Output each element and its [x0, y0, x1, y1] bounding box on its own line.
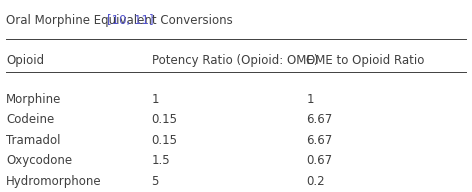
Text: 0.2: 0.2 — [306, 175, 325, 188]
Text: Oral Morphine Equivalent Conversions: Oral Morphine Equivalent Conversions — [6, 14, 236, 27]
Text: 6.67: 6.67 — [306, 134, 333, 147]
Text: 0.67: 0.67 — [306, 154, 332, 167]
Text: OME to Opioid Ratio: OME to Opioid Ratio — [306, 54, 425, 67]
Text: 1: 1 — [152, 93, 159, 106]
Text: 1.5: 1.5 — [152, 154, 170, 167]
Text: 0.15: 0.15 — [152, 113, 177, 126]
Text: Tramadol: Tramadol — [6, 134, 60, 147]
Text: Hydromorphone: Hydromorphone — [6, 175, 101, 188]
Text: Morphine: Morphine — [6, 93, 61, 106]
Text: 0.15: 0.15 — [152, 134, 177, 147]
Text: Codeine: Codeine — [6, 113, 54, 126]
Text: Oxycodone: Oxycodone — [6, 154, 72, 167]
Text: 6.67: 6.67 — [306, 113, 333, 126]
Text: Opioid: Opioid — [6, 54, 44, 67]
Text: Potency Ratio (Opioid: OME): Potency Ratio (Opioid: OME) — [152, 54, 318, 67]
Text: 1: 1 — [306, 93, 314, 106]
Text: 5: 5 — [152, 175, 159, 188]
Text: [10, 11]: [10, 11] — [107, 14, 153, 27]
